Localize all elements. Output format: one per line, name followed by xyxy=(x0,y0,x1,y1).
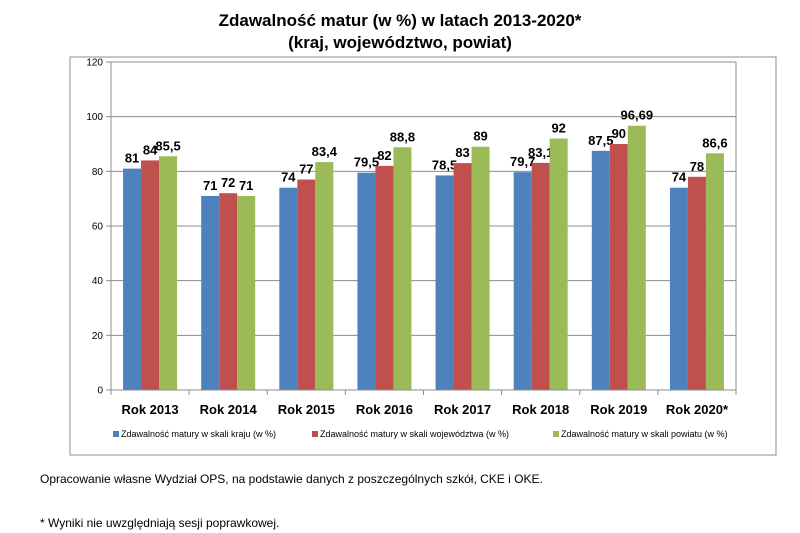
bar xyxy=(705,153,724,390)
chart-title: Zdawalność matur (w %) w latach 2013-202… xyxy=(218,11,582,30)
x-tick-label: Rok 2019 xyxy=(590,402,647,417)
chart-subtitle: (kraj, województwo, powiat) xyxy=(288,33,512,52)
legend-label: Zdawalność matury w skali powiatu (w %) xyxy=(561,429,728,439)
bar xyxy=(627,125,646,391)
data-label: 71 xyxy=(239,178,253,193)
bar xyxy=(141,160,160,390)
data-label: 78 xyxy=(690,159,704,174)
bar xyxy=(237,195,256,390)
bar xyxy=(297,179,316,390)
data-label: 85,5 xyxy=(155,138,180,153)
x-tick-label: Rok 2014 xyxy=(200,402,258,417)
x-tick-label: Rok 2016 xyxy=(356,402,413,417)
data-label: 82 xyxy=(377,148,391,163)
legend-swatch xyxy=(113,431,119,437)
bar xyxy=(513,172,532,390)
data-label: 88,8 xyxy=(390,129,415,144)
legend-swatch xyxy=(312,431,318,437)
y-tick-label: 100 xyxy=(86,112,103,123)
bar xyxy=(375,165,394,390)
bar xyxy=(393,147,412,390)
bar xyxy=(669,187,688,390)
bar xyxy=(591,150,610,390)
x-tick-label: Rok 2013 xyxy=(122,402,179,417)
legend-label: Zdawalność matury w skali województwa (w… xyxy=(320,429,509,439)
bar xyxy=(315,162,334,390)
y-tick-label: 20 xyxy=(92,331,104,342)
bar xyxy=(531,162,550,390)
bar xyxy=(219,193,238,390)
x-tick-label: Rok 2018 xyxy=(512,402,569,417)
data-label: 71 xyxy=(203,178,217,193)
data-label: 78,5 xyxy=(432,157,457,172)
bar xyxy=(687,176,706,390)
data-label: 81 xyxy=(125,151,139,166)
y-tick-label: 40 xyxy=(92,276,104,287)
data-label: 74 xyxy=(281,170,296,185)
data-label: 83 xyxy=(455,145,469,160)
bar xyxy=(279,187,298,390)
data-label: 83,1 xyxy=(528,145,553,160)
y-tick-label: 60 xyxy=(92,222,104,233)
bar xyxy=(549,138,568,390)
data-label: 92 xyxy=(551,121,565,136)
data-label: 79,7 xyxy=(510,154,535,169)
chart-border xyxy=(69,56,777,456)
data-label: 77 xyxy=(299,162,313,177)
data-label: 74 xyxy=(672,170,687,185)
legend-label: Zdawalność matury w skali kraju (w %) xyxy=(121,429,276,439)
source-note: Opracowanie własne Wydział OPS, na podst… xyxy=(40,472,543,486)
x-tick-label: Rok 2015 xyxy=(278,402,335,417)
bar xyxy=(471,146,490,390)
data-label: 72 xyxy=(221,175,235,190)
y-tick-label: 120 xyxy=(86,58,103,69)
data-label: 87,5 xyxy=(588,133,613,148)
x-tick-label: Rok 2017 xyxy=(434,402,491,417)
data-label: 89 xyxy=(473,129,487,144)
bar xyxy=(609,144,628,390)
y-tick-label: 80 xyxy=(92,167,104,178)
bar xyxy=(435,175,454,390)
bar xyxy=(123,168,142,390)
bar xyxy=(453,163,472,390)
bar xyxy=(357,172,376,390)
bar xyxy=(159,156,178,390)
y-tick-label: 0 xyxy=(97,386,103,397)
x-tick-label: Rok 2020* xyxy=(666,402,729,417)
data-label: 79,5 xyxy=(354,155,379,170)
footnote: * Wyniki nie uwzględniają sesji poprawko… xyxy=(40,516,280,530)
data-label: 90 xyxy=(612,126,626,141)
data-label: 86,6 xyxy=(702,135,727,150)
data-label: 96,69 xyxy=(621,108,654,123)
legend-swatch xyxy=(553,431,559,437)
bar xyxy=(201,195,220,390)
data-label: 84 xyxy=(143,142,158,157)
data-label: 83,4 xyxy=(312,144,338,159)
